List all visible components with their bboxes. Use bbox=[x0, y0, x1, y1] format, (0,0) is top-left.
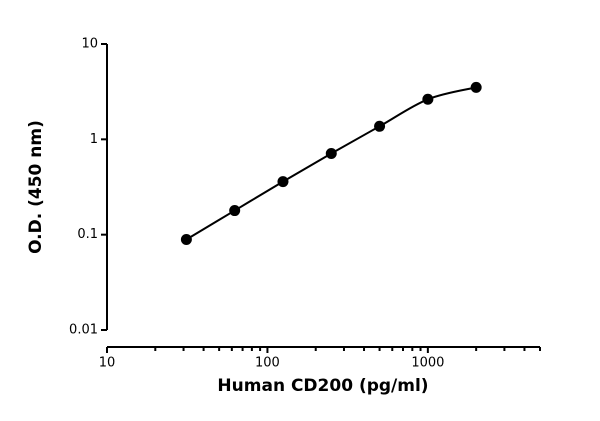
y-axis-title: O.D. (450 nm) bbox=[26, 120, 46, 254]
data-point bbox=[180, 233, 192, 245]
y-tick-label: 10 bbox=[81, 37, 98, 52]
data-point bbox=[277, 176, 289, 188]
fit-curve bbox=[185, 86, 477, 241]
y-tick-label: 0.1 bbox=[77, 227, 98, 242]
data-point bbox=[374, 120, 386, 132]
x-axis-title: Human CD200 (pg/ml) bbox=[217, 376, 428, 396]
data-point bbox=[422, 93, 434, 105]
data-point bbox=[325, 148, 337, 160]
x-tick-label: 1000 bbox=[411, 356, 444, 371]
x-tick-label: 10 bbox=[99, 356, 116, 371]
y-tick-label: 1 bbox=[90, 132, 98, 147]
x-tick-label: 100 bbox=[255, 356, 280, 371]
y-tick-label: 0.01 bbox=[69, 323, 98, 338]
data-point bbox=[229, 205, 241, 217]
data-point bbox=[470, 81, 482, 93]
